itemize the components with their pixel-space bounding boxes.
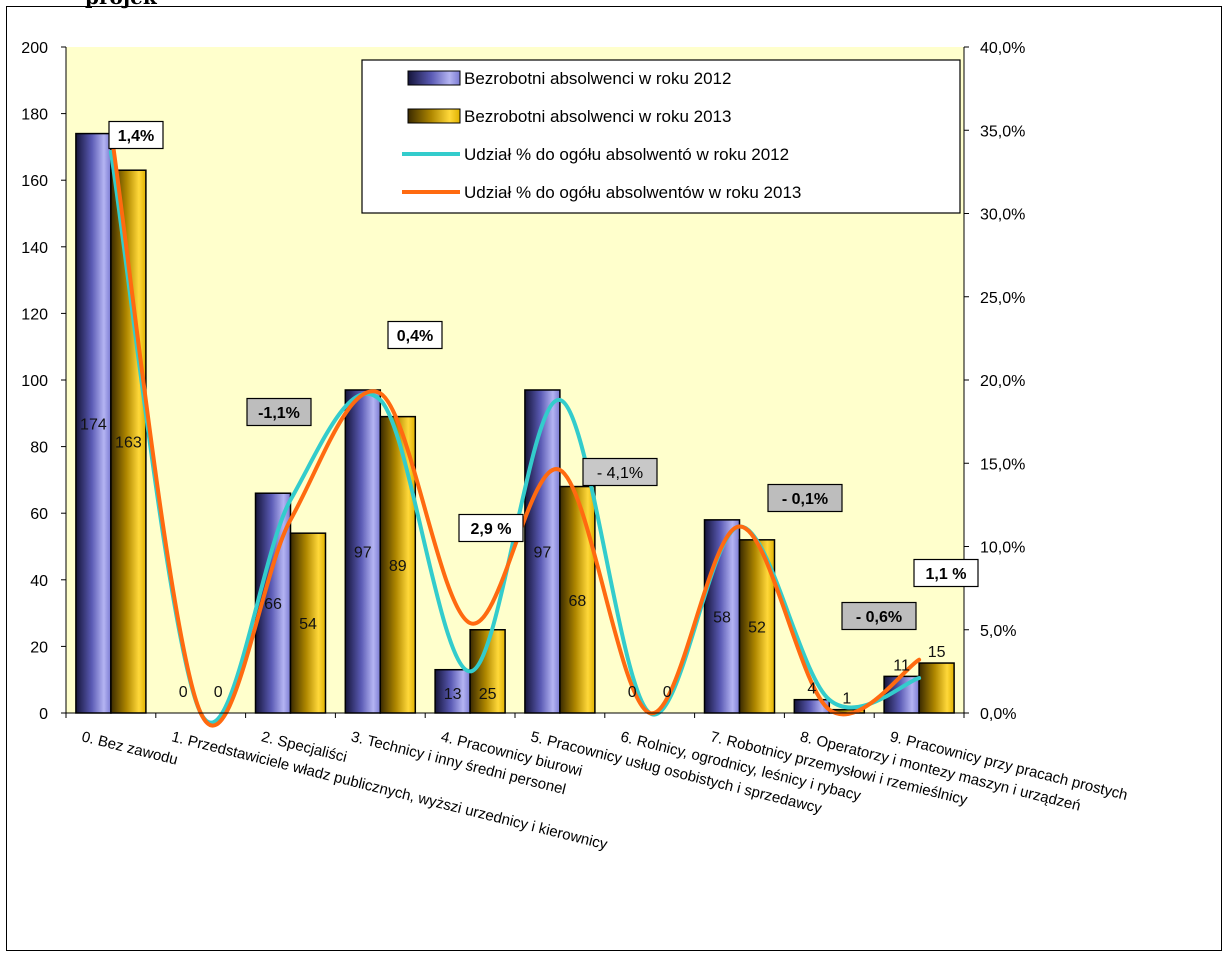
legend-box	[361, 59, 961, 214]
data-label: 97	[534, 544, 552, 561]
right-tick-label: 20,0%	[980, 373, 1025, 390]
annotation-box	[913, 558, 979, 588]
bar-2013-3	[379, 415, 417, 714]
annotation-text: - 0,1%	[782, 491, 828, 508]
annotation-text: - 0,6%	[856, 609, 902, 626]
data-label: 0	[179, 684, 188, 701]
data-label: 1	[842, 691, 851, 708]
data-label: 66	[264, 596, 282, 613]
legend-swatch-1	[407, 108, 461, 124]
annotation-text: - 4,1%	[597, 465, 643, 482]
right-tick-label: 25,0%	[980, 290, 1025, 307]
left-tick-label: 180	[21, 107, 48, 124]
legend-entry: Bezrobotni absolwenci w roku 2012	[464, 69, 731, 88]
annotation-text: 0,4%	[397, 328, 433, 345]
data-label: 11	[893, 657, 910, 674]
bar-2013-5	[559, 485, 596, 714]
annotation-box	[108, 120, 164, 150]
annotation-box	[387, 320, 443, 350]
data-label: 52	[748, 619, 766, 636]
data-label: 13	[444, 686, 462, 703]
legend-entry: Udział % do ogółu absolwentó w roku 2012	[464, 145, 789, 164]
left-tick-label: 0	[39, 706, 48, 723]
data-label: 0	[214, 684, 223, 701]
data-label: 174	[80, 416, 107, 433]
data-label: 58	[713, 609, 731, 626]
annotation-box	[767, 483, 843, 513]
right-tick-label: 15,0%	[980, 456, 1025, 473]
legend-swatch-0	[407, 70, 461, 86]
annotation-box	[841, 601, 917, 631]
right-tick-label: 10,0%	[980, 540, 1025, 557]
left-tick-label: 40	[30, 573, 48, 590]
data-label: 89	[389, 558, 407, 575]
data-label: 0	[628, 684, 637, 701]
legend-entry: Udział % do ogółu absolwentów w roku 201…	[464, 183, 801, 202]
annotation-box	[582, 457, 658, 487]
left-tick-label: 60	[30, 506, 48, 523]
data-label: 4	[807, 681, 816, 698]
data-label: 25	[479, 686, 497, 703]
bar-2012-0	[75, 132, 112, 714]
right-tick-label: 0,0%	[980, 706, 1016, 723]
data-label: 15	[928, 644, 946, 661]
data-label: 54	[299, 616, 317, 633]
data-label: 97	[354, 544, 372, 561]
category-label: 0. Bez zawodu	[80, 728, 180, 768]
bar-2013-2	[289, 532, 327, 714]
annotation-box	[246, 397, 312, 427]
right-tick-label: 30,0%	[980, 207, 1025, 224]
left-tick-label: 120	[21, 306, 48, 323]
bar-2013-9	[918, 662, 955, 714]
left-tick-label: 80	[30, 440, 48, 457]
annotation-text: 1,1 %	[926, 566, 967, 583]
left-tick-label: 140	[21, 240, 48, 257]
annotation-text: 1,4%	[118, 128, 154, 145]
left-tick-label: 160	[21, 173, 48, 190]
annotation-text: -1,1%	[258, 405, 300, 422]
left-tick-label: 200	[21, 40, 48, 57]
annotation-box	[458, 513, 524, 543]
right-tick-label: 40,0%	[980, 40, 1025, 57]
annotation-text: 2,9 %	[471, 521, 512, 538]
data-label: 68	[569, 593, 587, 610]
left-tick-label: 20	[30, 639, 48, 656]
legend-entry: Bezrobotni absolwenci w roku 2013	[464, 107, 731, 126]
line-2013	[108, 128, 922, 728]
right-tick-label: 35,0%	[980, 123, 1025, 140]
cut-off-header-text: projek	[85, 0, 158, 9]
right-tick-label: 5,0%	[980, 623, 1016, 640]
data-label: 0	[663, 684, 672, 701]
data-label: 163	[115, 435, 142, 452]
left-tick-label: 100	[21, 373, 48, 390]
